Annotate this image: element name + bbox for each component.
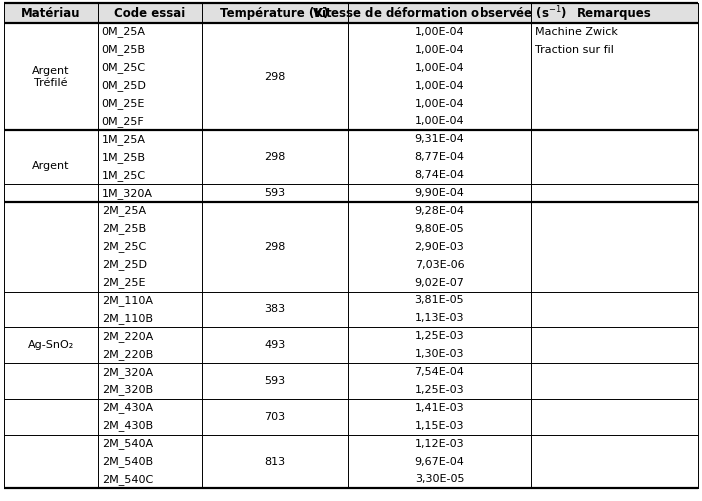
Text: 2M_25C: 2M_25C (102, 241, 146, 252)
Text: 1,25E-03: 1,25E-03 (415, 331, 464, 341)
Text: Matériau: Matériau (21, 7, 81, 20)
Text: 1,30E-03: 1,30E-03 (415, 349, 464, 359)
Text: 9,28E-04: 9,28E-04 (414, 206, 465, 216)
Text: Code essai: Code essai (114, 7, 185, 20)
Text: 298: 298 (264, 72, 285, 82)
Text: Machine Zwick: Machine Zwick (536, 27, 618, 37)
Text: 1,00E-04: 1,00E-04 (415, 99, 464, 109)
Text: 2M_430A: 2M_430A (102, 402, 153, 413)
Text: 1,00E-04: 1,00E-04 (415, 63, 464, 73)
Text: 2M_220A: 2M_220A (102, 331, 153, 342)
Text: 3,30E-05: 3,30E-05 (415, 474, 464, 484)
Text: Ag-SnO₂: Ag-SnO₂ (27, 340, 74, 350)
Text: 2M_25B: 2M_25B (102, 223, 146, 234)
Text: 703: 703 (264, 412, 285, 422)
Text: 2M_430B: 2M_430B (102, 420, 153, 431)
Text: 1M_320A: 1M_320A (102, 187, 153, 198)
Text: 593: 593 (264, 376, 285, 386)
Text: 0M_25A: 0M_25A (102, 27, 146, 38)
Text: 2M_540A: 2M_540A (102, 438, 153, 449)
Text: 1,41E-03: 1,41E-03 (415, 403, 464, 413)
Text: 8,74E-04: 8,74E-04 (414, 170, 465, 180)
Text: 2M_25E: 2M_25E (102, 277, 145, 288)
Text: 593: 593 (264, 188, 285, 198)
Text: 2M_220B: 2M_220B (102, 349, 153, 360)
Text: 0M_25D: 0M_25D (102, 80, 147, 91)
Text: 2M_110B: 2M_110B (102, 313, 153, 324)
Text: 1,12E-03: 1,12E-03 (415, 439, 464, 449)
Text: 8,77E-04: 8,77E-04 (414, 152, 465, 162)
Text: 0M_25F: 0M_25F (102, 116, 145, 127)
Text: 1,00E-04: 1,00E-04 (415, 116, 464, 126)
Text: 1,15E-03: 1,15E-03 (415, 421, 464, 431)
Text: 298: 298 (264, 242, 285, 252)
Text: Argent: Argent (32, 161, 69, 171)
Text: 9,31E-04: 9,31E-04 (415, 134, 464, 144)
Text: 813: 813 (264, 456, 285, 466)
Text: Traction sur fil: Traction sur fil (536, 45, 614, 55)
Text: 2M_25A: 2M_25A (102, 205, 146, 216)
Text: Argent
Tréfilé: Argent Tréfilé (32, 66, 69, 88)
Text: Vitesse de déformation observée (s$^{-1}$): Vitesse de déformation observée (s$^{-1}… (312, 4, 567, 22)
Text: 7,54E-04: 7,54E-04 (415, 367, 465, 377)
Text: 1,13E-03: 1,13E-03 (415, 313, 464, 323)
Text: 2M_110A: 2M_110A (102, 295, 153, 306)
Text: 0M_25B: 0M_25B (102, 45, 146, 55)
Text: 1M_25B: 1M_25B (102, 152, 146, 163)
Text: 383: 383 (264, 305, 285, 315)
Text: 2M_25D: 2M_25D (102, 259, 147, 270)
Text: 2M_320B: 2M_320B (102, 384, 153, 395)
Text: 1,00E-04: 1,00E-04 (415, 81, 464, 91)
Text: Remarques: Remarques (577, 7, 652, 20)
Text: 2M_540B: 2M_540B (102, 456, 153, 467)
Text: 2,90E-03: 2,90E-03 (415, 242, 464, 252)
Text: 9,67E-04: 9,67E-04 (415, 456, 465, 466)
Text: 3,81E-05: 3,81E-05 (415, 296, 464, 306)
Bar (4, 3, 698, 23)
Text: 1M_25A: 1M_25A (102, 134, 146, 145)
Text: 2M_540C: 2M_540C (102, 474, 153, 485)
Text: 0M_25C: 0M_25C (102, 62, 146, 73)
Text: 7,03E-06: 7,03E-06 (415, 260, 464, 270)
Text: 9,80E-05: 9,80E-05 (415, 224, 464, 234)
Text: 1M_25C: 1M_25C (102, 170, 146, 180)
Text: 298: 298 (264, 152, 285, 162)
Text: 9,02E-07: 9,02E-07 (415, 278, 465, 288)
Text: 0M_25E: 0M_25E (102, 98, 145, 109)
Text: 9,90E-04: 9,90E-04 (415, 188, 465, 198)
Text: 1,00E-04: 1,00E-04 (415, 45, 464, 55)
Text: Température (K): Température (K) (220, 7, 329, 20)
Text: 1,00E-04: 1,00E-04 (415, 27, 464, 37)
Text: 493: 493 (264, 340, 285, 350)
Text: 1,25E-03: 1,25E-03 (415, 385, 464, 395)
Text: 2M_320A: 2M_320A (102, 367, 153, 377)
